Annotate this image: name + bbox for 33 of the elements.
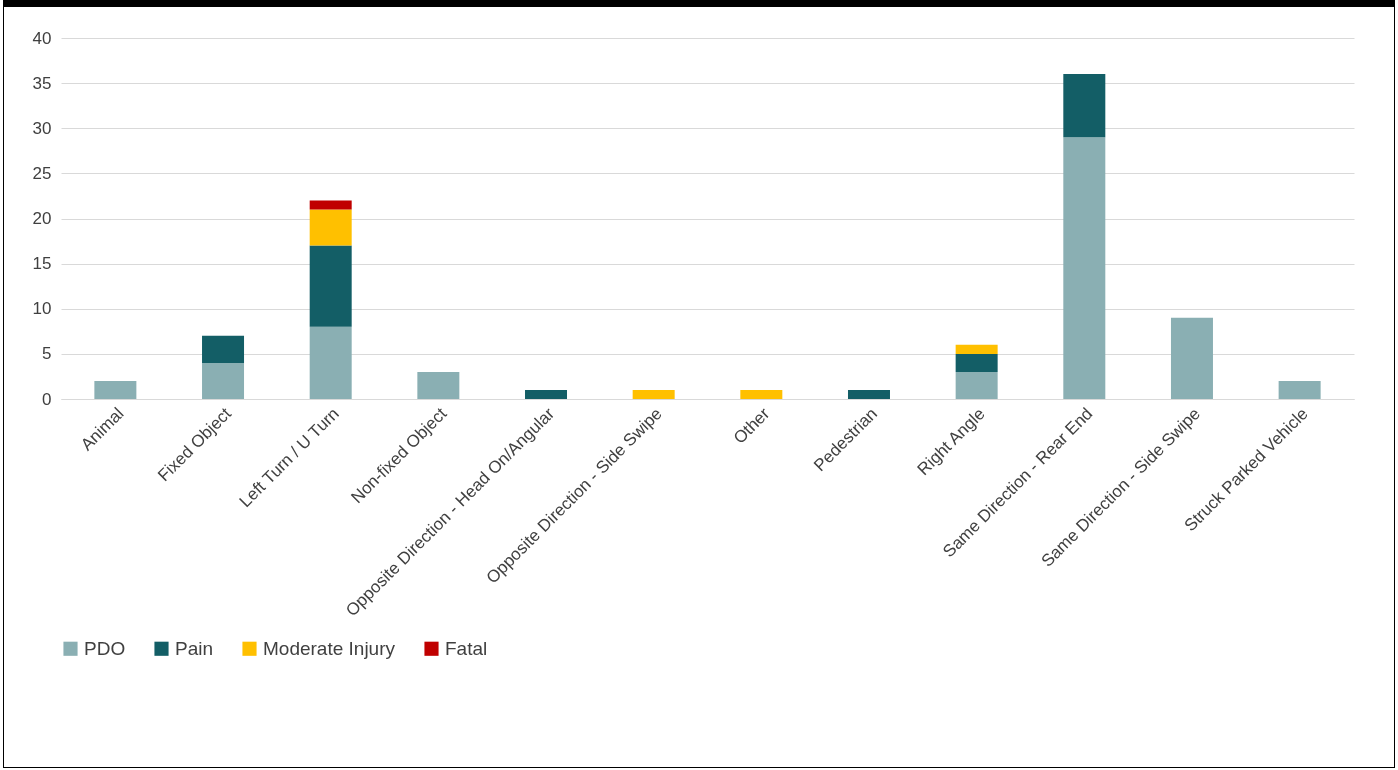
y-tick-label: 30: [32, 118, 52, 138]
legend-label: PDO: [84, 637, 126, 659]
bar: [309, 200, 352, 210]
legend-label: Fatal: [445, 637, 488, 659]
bar: [417, 371, 460, 399]
legend-label: Moderate Injury: [263, 637, 396, 659]
bar: [202, 362, 245, 399]
bar: [847, 389, 890, 399]
bar: [632, 389, 675, 399]
x-tick-label: Left Turn / U Turn: [235, 404, 343, 512]
y-tick-label: 0: [42, 389, 52, 409]
bar: [1170, 317, 1213, 399]
bar: [740, 389, 783, 399]
bar: [309, 209, 352, 246]
bar: [202, 335, 245, 363]
bar: [309, 326, 352, 399]
bar: [1063, 137, 1106, 399]
y-tick-label: 15: [32, 254, 52, 274]
y-tick-label: 35: [32, 73, 52, 93]
y-tick-label: 5: [42, 344, 52, 364]
bar: [309, 245, 352, 327]
bar: [1278, 380, 1321, 399]
legend-label: Pain: [175, 637, 214, 659]
y-tick-label: 10: [32, 299, 52, 319]
y-tick-label: 40: [32, 28, 52, 48]
bar: [955, 344, 998, 354]
bar: [1063, 74, 1106, 138]
y-tick-label: 20: [32, 209, 52, 228]
bar: [955, 371, 998, 399]
bar: [955, 353, 998, 372]
bar: [525, 389, 568, 399]
y-tick-label: 25: [32, 163, 52, 183]
bar: [94, 380, 137, 399]
